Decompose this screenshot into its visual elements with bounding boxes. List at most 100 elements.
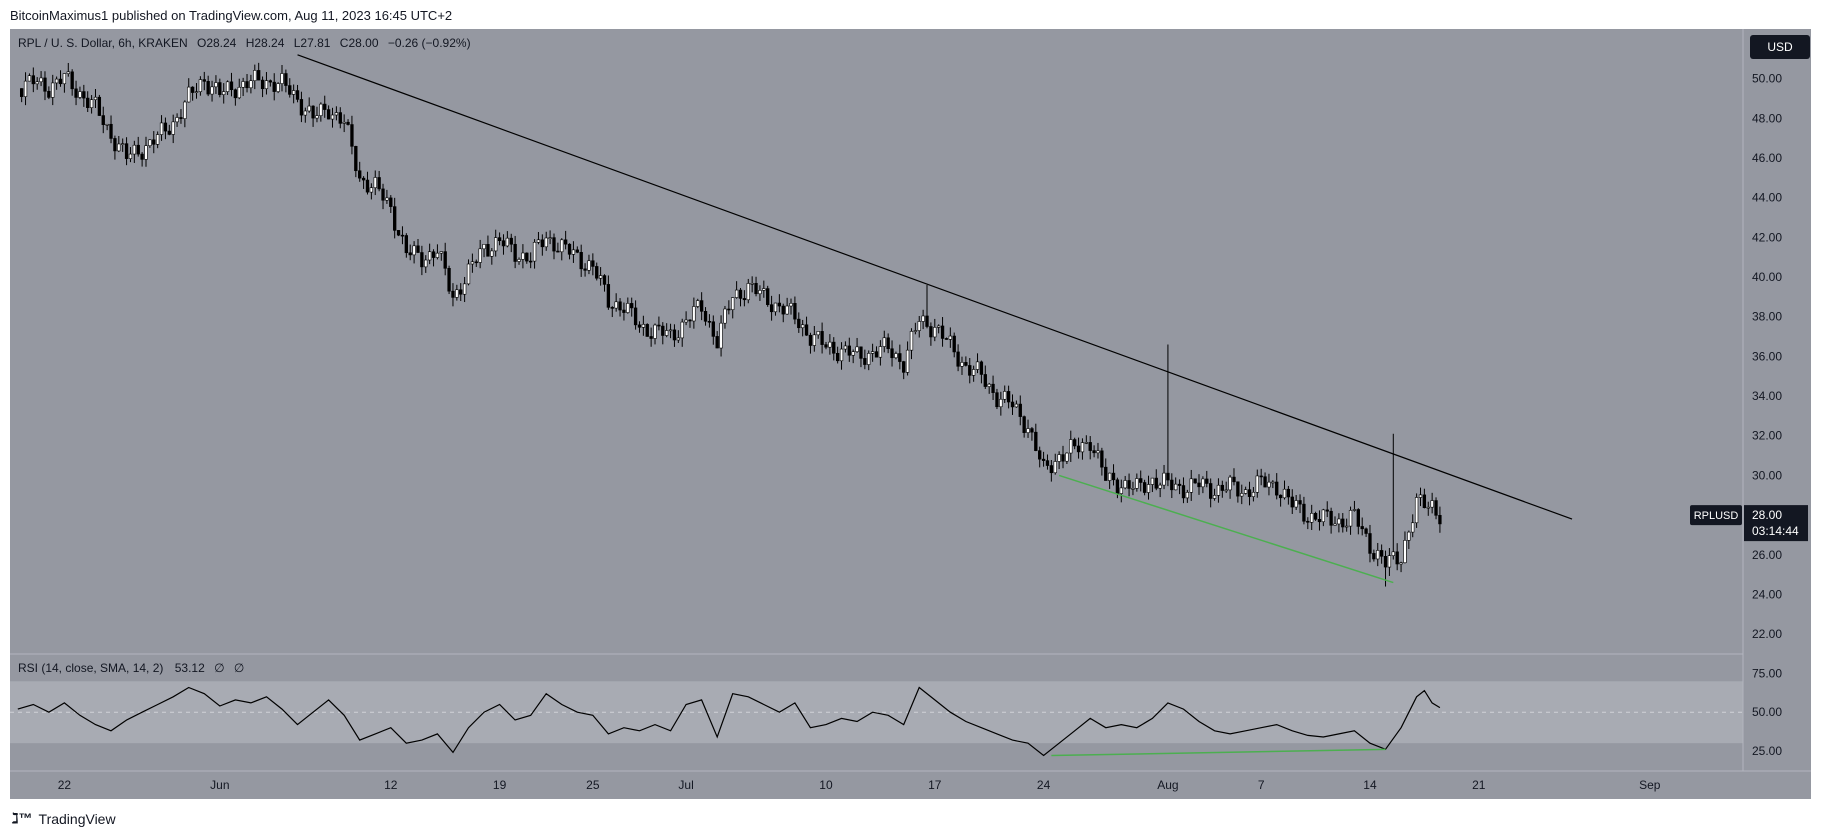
trendline xyxy=(297,54,1573,520)
candle-body xyxy=(346,121,350,125)
rsi-legend-label: RSI (14, close, SMA, 14, 2) xyxy=(18,661,163,675)
candle-body xyxy=(338,112,342,124)
candle-body xyxy=(1104,466,1108,481)
candle-body xyxy=(750,282,754,285)
candle-body xyxy=(1368,533,1372,554)
price-tick-label: 38.00 xyxy=(1752,310,1782,324)
candle-body xyxy=(968,365,972,376)
candle-body xyxy=(291,90,296,95)
price-pane[interactable] xyxy=(10,29,1743,654)
footer-brand[interactable]: TradingView xyxy=(38,810,116,827)
candle-body xyxy=(1174,483,1178,491)
tradingview-logo-icon[interactable]: ℷ™ xyxy=(12,810,33,826)
chart-panel[interactable]: 22.00 24.00 26.00 28.00 30.00 32.00 34.00 36.00… xyxy=(10,29,1811,799)
time-axis[interactable]: 22 Jun 12 19 25 Jul 10 17 24 Aug 7 14 21 Sep xyxy=(58,778,1661,792)
candle-body xyxy=(676,337,680,341)
candle-body xyxy=(1088,442,1092,451)
candle-body xyxy=(618,301,622,311)
candle-body xyxy=(882,337,886,347)
candle-body xyxy=(832,341,836,354)
candle-body xyxy=(894,353,898,359)
rsi-axis[interactable]: 25.00 50.00 75.00 xyxy=(1752,667,1782,758)
candle-body xyxy=(1414,497,1419,524)
candle-body xyxy=(746,283,750,301)
candle-body xyxy=(358,170,362,179)
candle-body xyxy=(630,303,634,309)
price-axis[interactable]: 22.00 24.00 26.00 28.00 30.00 32.00 34.00 36.00… xyxy=(1752,72,1782,642)
candle-body xyxy=(1387,555,1392,568)
candle-body xyxy=(1364,528,1368,534)
candle-body xyxy=(1263,476,1267,488)
candle-body xyxy=(587,260,591,271)
candle-body xyxy=(890,348,894,359)
candle-body xyxy=(1422,494,1427,508)
candle-body xyxy=(74,88,78,98)
candle-body xyxy=(929,326,933,338)
candle-body xyxy=(1337,518,1341,525)
candle-body xyxy=(260,79,265,90)
candle-body xyxy=(556,250,560,253)
candle-body xyxy=(567,243,572,255)
candle-body xyxy=(330,114,335,120)
candle-body xyxy=(824,344,828,348)
candle-body xyxy=(633,307,638,326)
candle-body xyxy=(171,121,175,135)
candle-body xyxy=(863,358,867,365)
candle-body xyxy=(466,263,471,285)
candle-body xyxy=(606,284,611,308)
candle-body xyxy=(82,91,86,99)
candle-body xyxy=(284,73,288,86)
rsi-tick-label: 50.00 xyxy=(1752,705,1782,719)
candle-body xyxy=(1061,454,1065,462)
candle-body xyxy=(27,75,32,82)
candle-body xyxy=(1294,500,1298,508)
legend-low: 27.81 xyxy=(300,36,330,50)
candle-body xyxy=(789,303,793,307)
candle-body xyxy=(1065,452,1069,462)
candle-body xyxy=(1278,494,1283,499)
time-tick-label: 25 xyxy=(586,778,600,792)
candle-body xyxy=(369,187,374,193)
candle-body xyxy=(1426,506,1430,509)
candle-body xyxy=(649,336,653,339)
candle-body xyxy=(233,89,238,99)
chart-canvas[interactable]: 22.00 24.00 26.00 28.00 30.00 32.00 34.00 36.00… xyxy=(10,29,1811,799)
candle-body xyxy=(113,138,117,152)
candle-body xyxy=(1220,484,1224,491)
candle-body xyxy=(311,105,315,119)
candle-body xyxy=(754,282,758,295)
candle-body xyxy=(295,90,300,100)
candle-body xyxy=(1201,478,1205,488)
candle-body xyxy=(517,259,521,262)
candle-body xyxy=(536,239,541,243)
candle-body xyxy=(128,153,133,159)
candle-body xyxy=(54,78,59,84)
candle-body xyxy=(1243,489,1248,494)
candle-body xyxy=(509,237,513,245)
candle-body xyxy=(909,331,914,351)
annotation-layer xyxy=(297,54,1573,584)
candle-body xyxy=(474,261,478,264)
candle-body xyxy=(641,324,646,328)
candle-body xyxy=(525,252,529,262)
candle-body xyxy=(975,361,980,370)
currency-button[interactable]: USD xyxy=(1750,35,1810,59)
candle-body xyxy=(51,82,55,98)
legend-close: 28.00 xyxy=(348,36,378,50)
candle-body xyxy=(334,112,339,116)
candle-body xyxy=(575,249,579,253)
candle-body xyxy=(1084,442,1088,444)
candle-body xyxy=(793,303,797,320)
candle-body xyxy=(1209,483,1213,499)
price-tag-symbol: RPLUSD xyxy=(1694,510,1739,522)
rsi-tick-label: 75.00 xyxy=(1752,667,1782,681)
currency-button-label[interactable]: USD xyxy=(1767,40,1793,54)
candle-body xyxy=(820,331,824,345)
candle-body xyxy=(797,318,801,329)
candle-body xyxy=(163,122,168,132)
candle-body xyxy=(1391,551,1395,556)
candle-body xyxy=(462,283,467,295)
candle-body xyxy=(1259,475,1263,478)
candle-body xyxy=(93,96,98,101)
legend-close-label: C xyxy=(340,36,349,50)
